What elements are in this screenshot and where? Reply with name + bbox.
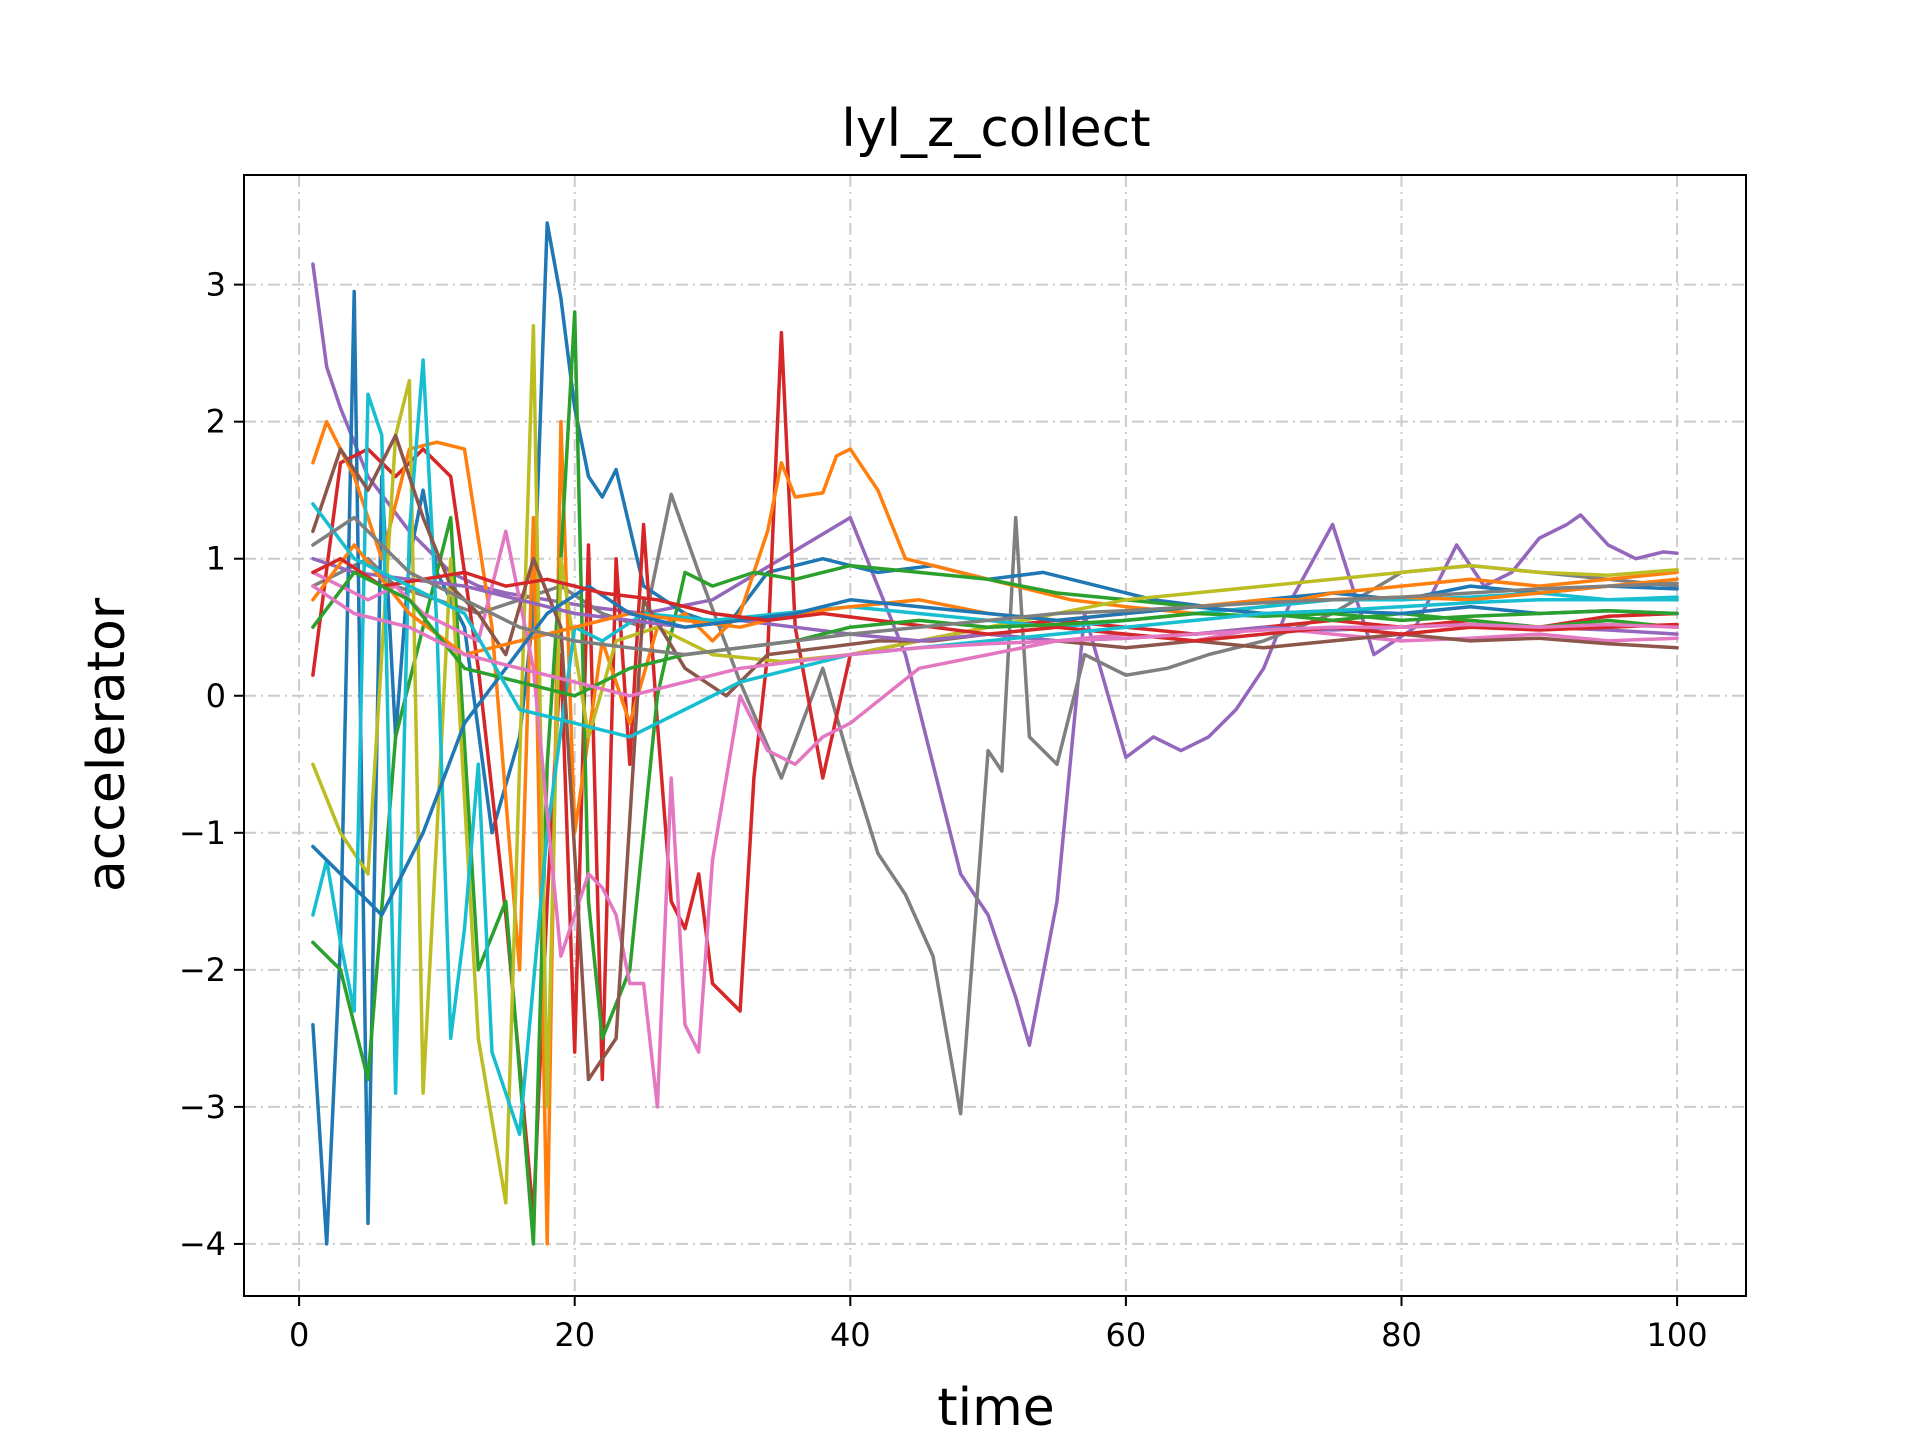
y-tick-label: 3	[206, 266, 226, 304]
y-tick-label: 0	[206, 677, 226, 715]
series-line-1	[311, 262, 1679, 1047]
series-line-8	[311, 358, 1679, 1137]
series-line-13	[311, 584, 1679, 917]
x-tick-label: 60	[1106, 1316, 1147, 1354]
series-line-14	[311, 556, 1679, 643]
grid	[244, 175, 1746, 1296]
series-lines	[311, 221, 1679, 1246]
series-line-17	[311, 584, 1679, 698]
x-axis-label: time	[937, 1378, 1054, 1438]
series-line-2	[311, 492, 1679, 1116]
series-line-7	[311, 323, 1679, 1205]
y-tick-label: −3	[179, 1088, 226, 1126]
axis-ticks: 0 20 40 60 80 100 −4 −3 −2 −1 0 1 2 3	[179, 266, 1708, 1354]
series-line-18	[311, 515, 1679, 657]
chart-title: lyl_z_collect	[841, 99, 1150, 159]
y-tick-label: 1	[206, 540, 226, 578]
series-line-12	[311, 543, 1679, 657]
x-tick-label: 80	[1381, 1316, 1422, 1354]
y-tick-label: −4	[179, 1225, 226, 1263]
x-tick-label: 100	[1647, 1316, 1708, 1354]
y-tick-label: 2	[206, 403, 226, 441]
series-line-6	[311, 310, 1679, 1246]
x-tick-label: 20	[554, 1316, 595, 1354]
x-tick-label: 40	[830, 1316, 871, 1354]
x-tick-label: 0	[289, 1316, 309, 1354]
y-tick-label: −1	[179, 814, 226, 852]
plot-frame	[243, 174, 1747, 1297]
y-tick-label: −2	[179, 951, 226, 989]
y-axis-label: accelerator	[77, 597, 137, 892]
